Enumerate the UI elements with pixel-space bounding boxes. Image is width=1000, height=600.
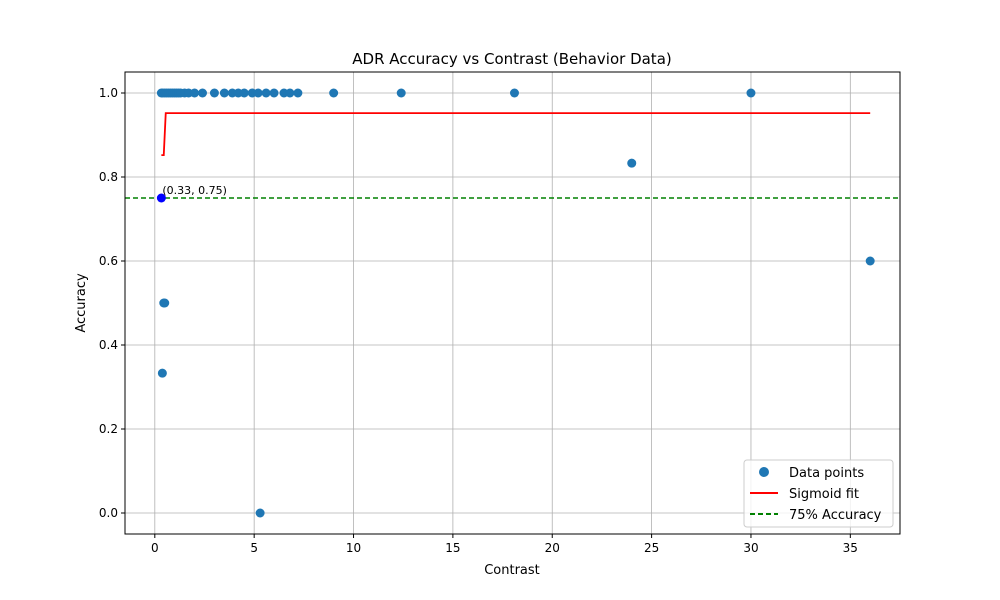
data-point [219,88,229,98]
x-tick-label: 30 [743,541,758,555]
x-tick-label: 5 [250,541,258,555]
legend-label-sigmoid: Sigmoid fit [789,487,859,502]
legend-label-data-points: Data points [789,466,864,481]
highlight-layer: (0.33, 0.75) [156,184,227,203]
data-point [746,88,756,98]
y-tick-label: 0.0 [99,506,118,520]
data-point [198,88,207,98]
x-tick-label: 0 [151,541,159,555]
data-point [285,88,295,98]
y-tick-label: 0.8 [99,170,118,184]
chart-title: ADR Accuracy vs Contrast (Behavior Data) [352,50,671,68]
data-point [329,88,339,98]
data-point [261,88,271,98]
highlight-annotation: (0.33, 0.75) [162,184,227,197]
data-point [509,88,519,98]
plot-frame [124,71,901,535]
x-axis-ticks: 0 5 10 15 20 25 30 35 [151,534,858,555]
x-tick-label: 15 [445,541,460,555]
sigmoid-layer [161,112,871,157]
data-point [396,88,406,98]
data-point [269,88,279,98]
y-tick-label: 1.0 [99,86,118,100]
legend-label-threshold: 75% Accuracy [789,508,882,523]
data-point [160,298,170,308]
data-point [293,88,303,98]
y-tick-label: 0.2 [99,422,118,436]
x-tick-label: 35 [843,541,858,555]
legend-marker-data-points [759,467,769,477]
data-point [627,158,637,168]
y-tick-label: 0.6 [99,254,118,268]
legend: Data points Sigmoid fit 75% Accuracy [743,459,894,528]
x-axis-label: Contrast [484,563,540,578]
sigmoid-fit-line [161,112,871,157]
data-point [190,88,200,98]
y-tick-label: 0.4 [99,338,118,352]
data-point [157,368,167,378]
data-point [209,88,219,98]
x-tick-label: 10 [346,541,361,555]
y-axis-label: Accuracy [74,273,89,333]
data-point [255,508,265,518]
y-axis-ticks: 0.0 0.2 0.4 0.6 0.8 1.0 [99,86,125,520]
data-point [865,256,875,266]
legend-box [743,459,894,528]
x-tick-label: 20 [545,541,560,555]
x-tick-label: 25 [644,541,659,555]
data-point [239,88,249,98]
highlight-point [156,193,166,203]
data-point [253,88,263,98]
points-layer [156,88,875,518]
